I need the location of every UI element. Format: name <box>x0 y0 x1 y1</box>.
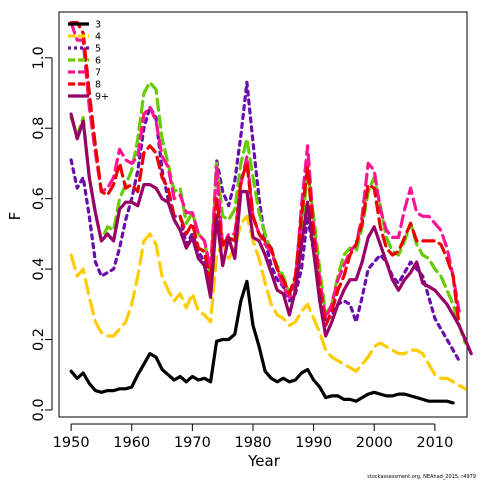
legend-label: 6 <box>95 56 101 67</box>
legend-label: 3 <box>95 20 101 31</box>
plot-frame <box>58 11 468 418</box>
x-tick-label: 1990 <box>295 435 332 451</box>
x-tick-label: 2000 <box>356 435 393 451</box>
series-line-9plus <box>69 112 473 356</box>
series-line-4 <box>69 214 467 391</box>
credit-text: stockassessment.org, NEAhad_2015, r4979 <box>367 474 476 480</box>
series-line-8 <box>69 21 461 327</box>
series-line-3 <box>69 279 455 405</box>
y-tick-label: 0.0 <box>31 398 47 421</box>
legend-label: 5 <box>95 44 101 55</box>
x-tick-label: 1960 <box>113 435 150 451</box>
x-tick-label: 1970 <box>174 435 211 451</box>
y-tick-label: 0.6 <box>31 187 47 210</box>
y-tick-label: 1.0 <box>31 46 47 69</box>
series-line-6 <box>69 80 467 345</box>
legend-label: 7 <box>95 68 101 79</box>
series-layer <box>69 21 473 405</box>
legend-label: 9+ <box>95 92 109 103</box>
x-tick-label: 2010 <box>416 435 453 451</box>
series-line-5 <box>69 80 461 363</box>
y-axis-label: F <box>6 212 24 221</box>
y-tick-label: 0.2 <box>31 328 47 351</box>
axes-layer: 1950 1960 1970 1980 1990 2000 2010 0.0 0.2 0.4 0.6… <box>31 46 453 451</box>
legend-label: 4 <box>95 32 101 43</box>
x-tick-label: 1980 <box>235 435 272 451</box>
legend-label: 8 <box>95 80 101 91</box>
x-tick-label: 1950 <box>53 435 90 451</box>
y-tick-label: 0.4 <box>31 258 47 281</box>
x-axis-label: Year <box>247 452 281 470</box>
y-tick-label: 0.8 <box>31 117 47 140</box>
series-line-7 <box>69 21 461 320</box>
